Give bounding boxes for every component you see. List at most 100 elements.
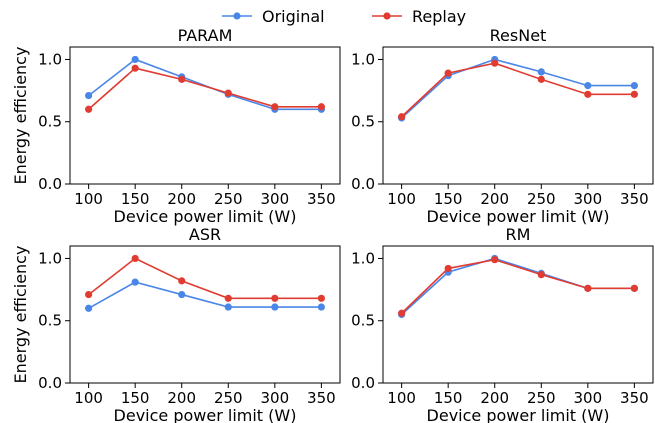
x-tick-label: 300 [574,190,603,208]
x-tick-label: 300 [261,190,290,208]
y-tick-label: 0.0 [351,175,375,193]
data-point-replay [537,75,545,83]
x-tick-label: 150 [434,190,463,208]
x-tick-label: 200 [167,389,196,407]
x-tick-label: 100 [387,389,416,407]
y-tick-label: 0.5 [351,113,375,131]
y-tick-label: 1.0 [351,50,375,68]
x-tick-label: 250 [527,190,556,208]
data-point-original [85,91,93,100]
series-line-original [88,58,322,111]
x-tick-label: 350 [620,389,649,407]
data-point-original [584,82,592,90]
panel-title: PARAM [178,26,233,45]
y-axis-label: Energy efficiency [11,246,30,384]
y-tick-label: 0.0 [38,175,62,193]
x-tick-label: 200 [167,190,196,208]
series-line-original [401,58,635,119]
data-point-replay [630,284,638,292]
x-tick-label: 250 [214,190,243,208]
series-replay [85,64,325,113]
y-axis-label: Energy efficiency [11,47,30,185]
x-tick-label: 200 [480,389,509,407]
data-point-original [131,55,139,64]
data-point-replay [630,90,638,98]
series-line-replay [401,62,635,118]
x-tick-label: 300 [261,389,290,407]
x-axis-label: Device power limit (W) [427,207,610,226]
plot-frame [69,245,341,384]
data-point-replay [131,254,139,263]
x-tick-label: 100 [74,190,103,208]
y-tick-label: 0.0 [351,374,375,392]
y-tick-label: 0.5 [38,113,62,131]
data-point-original [85,304,93,312]
data-point-original [224,303,232,311]
x-tick-label: 350 [307,190,336,208]
x-tick-label: 150 [121,190,150,208]
data-point-replay [444,69,452,77]
data-point-original [131,278,139,286]
data-point-replay [271,103,279,111]
data-point-replay [224,89,232,97]
y-tick-label: 1.0 [38,249,62,267]
series-original [85,55,325,113]
data-point-replay [85,105,93,113]
panels: PARAM 100 150 200 250 300 350 0.0 0.5 1.0 Device p… [11,26,654,423]
series-original [398,55,638,122]
panel-title: ASR [189,225,221,244]
data-point-replay [491,59,499,67]
panel-title: RM [506,225,531,244]
data-point-original [537,68,545,76]
x-tick-label: 150 [434,389,463,407]
data-point-original [271,303,279,311]
legend-label: Original [262,7,325,26]
legend-entry-original: Original [222,7,325,26]
data-point-replay [584,284,592,292]
x-tick-label: 100 [74,389,103,407]
data-point-replay [398,113,406,121]
data-point-replay [491,256,499,264]
series-line-replay [401,258,635,314]
y-tick-label: 1.0 [38,50,62,68]
x-tick-label: 350 [307,389,336,407]
panel-rm: RM 100 150 200 250 300 350 0.0 0.5 1.0 Device powe… [351,225,654,423]
x-tick-label: 150 [121,389,150,407]
series-line-replay [88,67,322,110]
x-axis-label: Device power limit (W) [427,406,610,423]
legend-label: Replay [412,7,466,26]
data-point-replay [178,277,186,285]
series-replay [85,254,325,302]
y-tick-label: 1.0 [351,249,375,267]
data-point-replay [317,294,325,302]
series-original [398,254,638,319]
y-tick-label: 0.5 [351,312,375,330]
panel-title: ResNet [490,26,547,45]
y-tick-label: 0.0 [38,374,62,392]
data-point-original [317,303,325,311]
series-line-replay [88,257,322,300]
x-tick-label: 250 [527,389,556,407]
data-point-replay [224,294,232,302]
x-tick-label: 100 [387,190,416,208]
data-point-replay [537,271,545,279]
data-point-replay [271,294,279,302]
legend-marker [233,12,241,20]
data-point-original [178,290,186,299]
x-tick-label: 350 [620,190,649,208]
data-point-original [630,82,638,90]
plot-frame [69,46,341,185]
data-point-replay [131,64,139,72]
panel-resnet: ResNet 100 150 200 250 300 350 0.0 0.5 1.0 Device … [351,26,654,226]
plot-frame [382,245,654,384]
plot-frame [382,46,654,185]
series-original [85,278,325,312]
panel-asr: ASR 100 150 200 250 300 350 0.0 0.5 1.0 Device pow… [11,225,341,423]
data-point-replay [317,103,325,111]
series-replay [398,59,638,121]
x-tick-label: 300 [574,389,603,407]
legend: Original Replay [222,7,466,26]
x-tick-label: 250 [214,389,243,407]
data-point-replay [178,75,186,83]
